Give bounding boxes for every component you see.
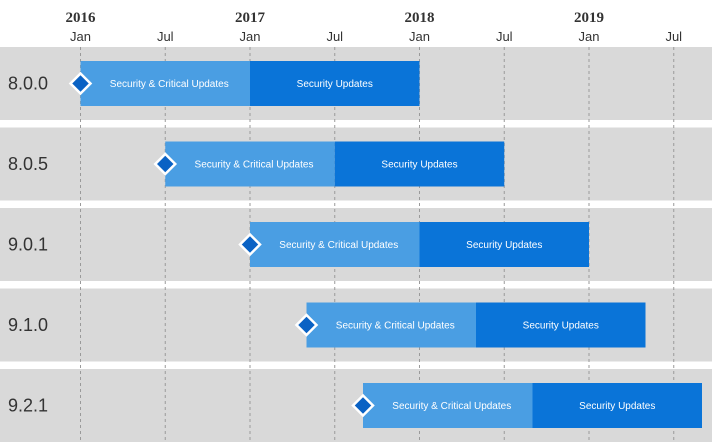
- month-tick-label: Jan: [240, 29, 261, 44]
- release-marker: [351, 393, 375, 418]
- release-marker: [68, 71, 93, 96]
- critical-updates-label: Security & Critical Updates: [195, 160, 314, 171]
- critical-updates-bar: [250, 222, 420, 267]
- version-label: 8.0.0: [8, 74, 48, 94]
- version-label: 9.0.1: [8, 235, 48, 255]
- security-updates-bar: [476, 302, 646, 348]
- critical-updates-bar: [363, 383, 533, 428]
- critical-updates-bar: [165, 141, 335, 187]
- month-tick-label: Jul: [665, 29, 682, 44]
- release-marker: [238, 232, 262, 257]
- security-updates-label: Security Updates: [579, 401, 655, 412]
- month-tick-label: Jul: [326, 29, 343, 44]
- month-tick-label: Jul: [157, 29, 174, 44]
- critical-updates-label: Security & Critical Updates: [110, 79, 229, 90]
- version-label: 9.1.0: [8, 315, 48, 335]
- bars: Security & Critical Updates Security Upda…: [68, 61, 702, 428]
- security-updates-label: Security Updates: [297, 79, 373, 90]
- month-tick-label: Jul: [496, 29, 513, 44]
- critical-updates-bar: [306, 302, 476, 348]
- security-updates-label: Security Updates: [466, 240, 542, 251]
- critical-updates-label: Security & Critical Updates: [336, 321, 455, 332]
- version-label: 8.0.5: [8, 154, 48, 174]
- version-label: 9.2.1: [8, 396, 48, 416]
- security-updates-bar: [419, 222, 589, 267]
- month-tick-label: Jan: [409, 29, 430, 44]
- critical-updates-label: Security & Critical Updates: [279, 240, 398, 251]
- version-labels: 8.0.0 8.0.5 9.0.1 9.1.0 9.2.1: [8, 74, 48, 416]
- security-updates-bar: [334, 141, 505, 187]
- critical-updates-label: Security & Critical Updates: [392, 401, 511, 412]
- year-tick-label: 2019: [574, 10, 604, 26]
- security-updates-bar: [532, 383, 702, 428]
- release-marker: [294, 313, 319, 337]
- release-marker: [153, 152, 178, 176]
- month-tick-label: Jan: [579, 29, 600, 44]
- month-tick-label: Jan: [70, 29, 91, 44]
- x-axis: 2016 2017 2018 2019 Jan Jul Jan Jul Jan Jul Jan Jul: [66, 10, 683, 44]
- year-tick-label: 2017: [235, 10, 266, 26]
- year-tick-label: 2018: [405, 10, 435, 26]
- year-tick-label: 2016: [66, 10, 97, 26]
- security-updates-label: Security Updates: [523, 321, 599, 332]
- critical-updates-bar: [80, 61, 250, 106]
- security-updates-bar: [250, 61, 420, 106]
- security-updates-label: Security Updates: [381, 160, 457, 171]
